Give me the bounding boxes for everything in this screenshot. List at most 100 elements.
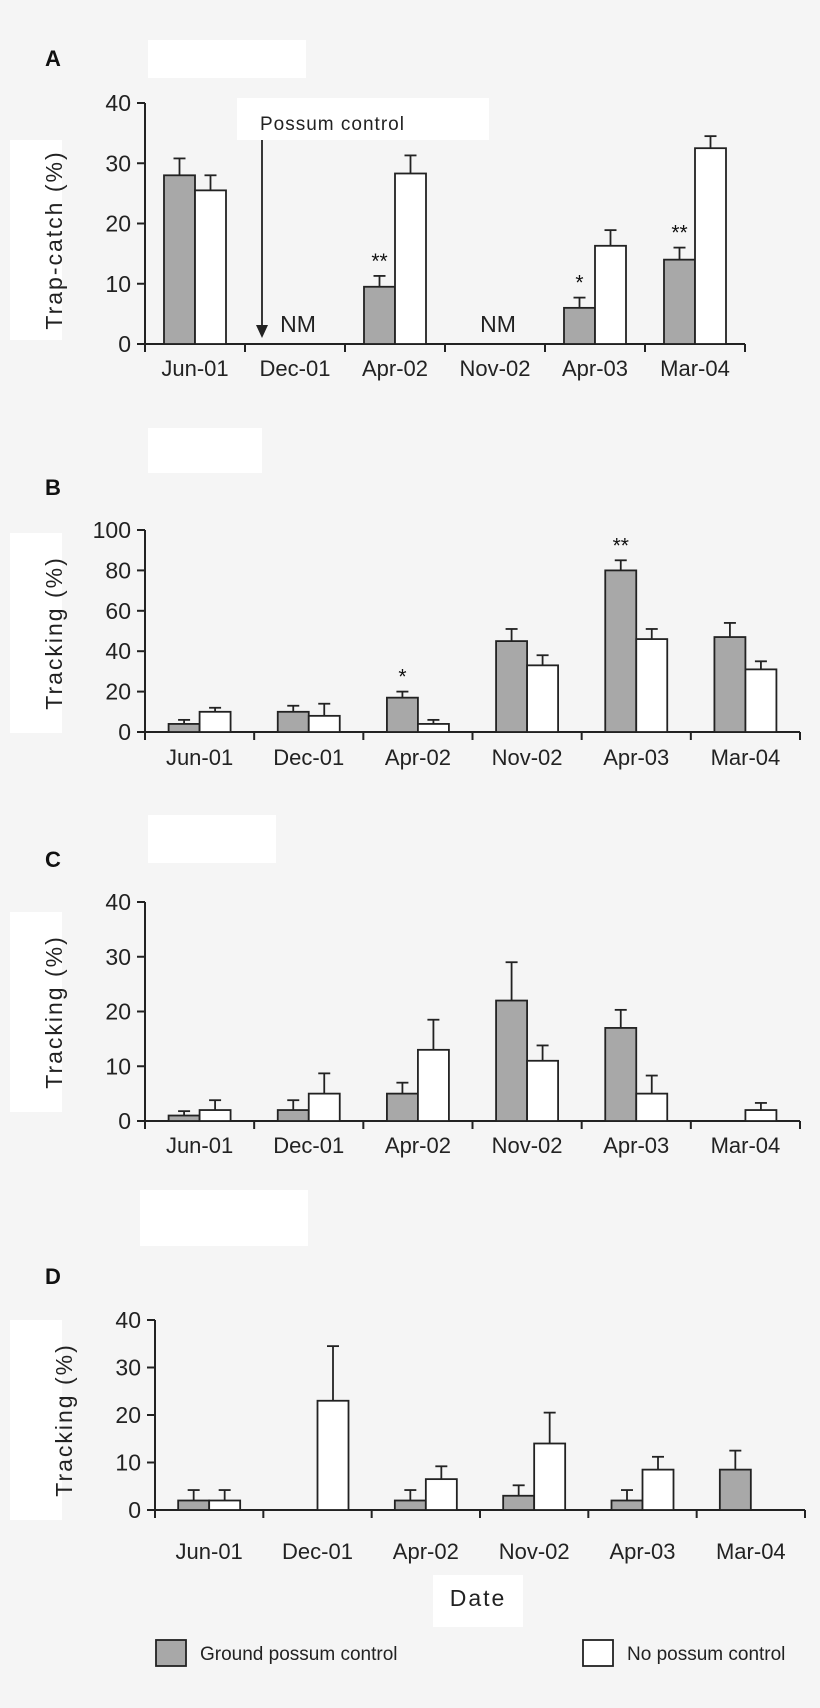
significance-marker: ** — [671, 222, 687, 245]
arrow-head — [256, 325, 268, 338]
significance-marker: * — [575, 272, 583, 295]
y-tick-label: 40 — [105, 638, 131, 664]
y-tick-label: 30 — [115, 1355, 141, 1381]
category-label: Nov-02 — [499, 1539, 570, 1564]
bar-no-control — [417, 1048, 450, 1122]
bar-ground-control — [177, 1499, 211, 1511]
category-label: Jun-01 — [166, 1133, 233, 1158]
blank-box — [10, 140, 62, 340]
significance-marker: * — [398, 666, 406, 689]
y-tick-label: 40 — [105, 90, 131, 116]
category-label: Apr-03 — [603, 1133, 669, 1158]
category-label: Nov-02 — [492, 745, 563, 770]
bar-no-control — [635, 1092, 669, 1122]
category-label: Dec-01 — [273, 745, 344, 770]
annotation-nm: NM — [480, 311, 516, 337]
category-label: Mar-04 — [660, 356, 730, 381]
legend-swatch — [582, 1639, 614, 1667]
bar-no-control — [635, 638, 669, 733]
bar-no-control — [526, 1059, 559, 1122]
bar-no-control — [594, 244, 627, 345]
bar-no-control — [316, 1399, 350, 1511]
bar-no-control — [744, 668, 778, 733]
bar-ground-control — [604, 569, 638, 733]
panel-label: B — [45, 475, 61, 500]
panel-label: A — [45, 46, 61, 71]
blank-box — [148, 40, 306, 78]
y-tick-label: 0 — [118, 1108, 131, 1134]
y-tick-label: 20 — [105, 211, 131, 237]
bar-no-control — [208, 1499, 242, 1511]
category-label: Apr-02 — [362, 356, 428, 381]
bar-ground-control — [386, 1092, 419, 1122]
y-axis-label: Tracking (%) — [51, 1343, 77, 1497]
blank-box — [140, 1190, 308, 1246]
bar-no-control — [307, 714, 341, 733]
blank-box — [148, 815, 276, 863]
y-tick-label: 100 — [93, 517, 131, 543]
category-label: Apr-02 — [385, 1133, 451, 1158]
bar-no-control — [307, 1092, 341, 1122]
y-tick-label: 20 — [105, 999, 131, 1025]
category-label: Mar-04 — [711, 1133, 781, 1158]
x-axis-label: Date — [450, 1585, 507, 1611]
y-tick-label: 20 — [105, 679, 131, 705]
y-axis-label: Tracking (%) — [41, 556, 67, 710]
y-tick-label: 10 — [105, 1053, 131, 1079]
bar-ground-control — [495, 999, 528, 1122]
legend-label: No possum control — [627, 1644, 785, 1665]
bar-no-control — [533, 1442, 567, 1511]
y-tick-label: 0 — [118, 719, 131, 745]
significance-marker: ** — [371, 250, 387, 273]
legend-label: Ground possum control — [200, 1644, 398, 1665]
y-tick-label: 10 — [115, 1450, 141, 1476]
bar-ground-control — [393, 1499, 427, 1511]
category-label: Jun-01 — [176, 1539, 243, 1564]
y-tick-label: 0 — [128, 1497, 141, 1523]
category-label: Apr-02 — [393, 1539, 459, 1564]
blank-box — [433, 1575, 523, 1627]
category-label: Apr-03 — [609, 1539, 675, 1564]
legend-swatch — [155, 1639, 187, 1667]
category-label: Mar-04 — [711, 745, 781, 770]
category-label: Apr-02 — [385, 745, 451, 770]
bar-ground-control — [495, 640, 528, 733]
bar-no-control — [744, 1109, 778, 1122]
bar-ground-control — [713, 636, 747, 733]
bar-no-control — [526, 664, 559, 733]
y-tick-label: 60 — [105, 598, 131, 624]
blank-box — [148, 428, 262, 473]
bar-ground-control — [718, 1468, 752, 1511]
bar-no-control — [424, 1478, 458, 1511]
y-axis-label: Trap-catch (%) — [41, 150, 67, 329]
blank-box — [10, 1320, 62, 1520]
y-tick-label: 40 — [105, 889, 131, 915]
bar-ground-control — [502, 1494, 536, 1511]
annotation-nm: NM — [280, 311, 316, 337]
bar-no-control — [641, 1468, 675, 1511]
bar-ground-control — [663, 258, 696, 345]
y-tick-label: 80 — [105, 557, 131, 583]
category-label: Dec-01 — [273, 1133, 344, 1158]
blank-box — [237, 98, 489, 140]
y-axis-label: Tracking (%) — [41, 935, 67, 1089]
bar-ground-control — [363, 285, 396, 345]
bar-ground-control — [386, 696, 419, 733]
bar-ground-control — [604, 1027, 638, 1122]
bar-ground-control — [167, 1114, 201, 1122]
blank-box — [10, 533, 62, 733]
y-tick-label: 0 — [118, 331, 131, 357]
y-tick-label: 30 — [105, 150, 131, 176]
category-label: Nov-02 — [460, 356, 531, 381]
bar-no-control — [198, 710, 232, 733]
y-tick-label: 40 — [115, 1307, 141, 1333]
panel-label: D — [45, 1264, 61, 1289]
arrow-label: Possum control — [260, 114, 405, 135]
bar-ground-control — [167, 723, 201, 733]
bar-ground-control — [276, 710, 310, 733]
category-label: Jun-01 — [166, 745, 233, 770]
category-label: Apr-03 — [603, 745, 669, 770]
category-label: Apr-03 — [562, 356, 628, 381]
category-label: Dec-01 — [282, 1539, 353, 1564]
